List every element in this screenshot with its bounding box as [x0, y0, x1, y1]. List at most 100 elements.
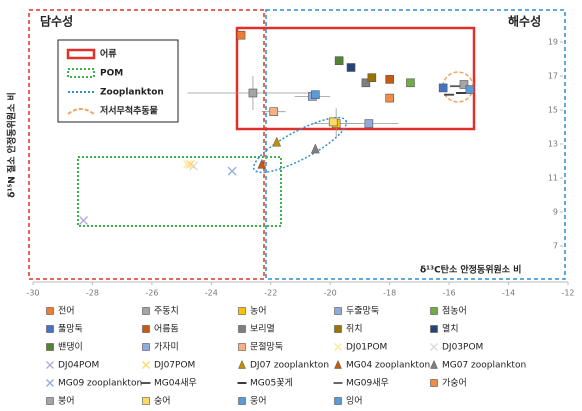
group-legend: 어류 POM Zooplankton 저서무척추동물 [57, 39, 179, 123]
marker-shape [238, 397, 246, 405]
legend-label: 밴댕이 [58, 342, 83, 353]
legend-marker [430, 343, 438, 351]
marker-shape [79, 216, 88, 225]
x-tick-label: -20 [324, 289, 337, 298]
marker-shape [346, 63, 356, 72]
marker-shape [430, 359, 438, 369]
legend-label: MG07 zooplankton [442, 361, 526, 371]
point [269, 107, 279, 116]
x-tick-label: -14 [502, 289, 515, 298]
marker-shape [238, 343, 246, 351]
legend-marker [46, 397, 54, 405]
point [189, 161, 198, 171]
marker-shape [238, 307, 246, 315]
legend-marker [238, 343, 246, 351]
point [385, 93, 394, 103]
marker-shape [334, 359, 342, 369]
marine-region [265, 9, 566, 280]
legend-marker [430, 379, 438, 387]
marker-shape [385, 75, 394, 84]
marker-shape [334, 343, 342, 351]
y-tick-label: 13 [548, 140, 558, 149]
legend-label: 농어 [250, 306, 267, 317]
legend-marker [334, 343, 342, 351]
point [257, 158, 267, 169]
marker-shape [269, 107, 279, 116]
y-tick-label: 19 [548, 38, 558, 47]
legend-label: 전어 [58, 306, 75, 317]
y-tick-label: 9 [553, 208, 558, 217]
pom-region [77, 156, 282, 227]
point [465, 85, 475, 94]
legend-label: DJ04POM [58, 361, 99, 371]
marker-shape [248, 88, 258, 98]
legend-label: 잉어 [346, 395, 363, 407]
x-tick-label: -26 [145, 289, 158, 298]
marker-shape [46, 343, 54, 351]
y-tick-label: 17 [548, 72, 558, 81]
point [438, 83, 448, 93]
legend-label: 보리멸 [250, 324, 275, 335]
marker-shape [364, 119, 374, 128]
x-tick-label: -22 [264, 289, 277, 298]
group-legend-label: POM [100, 69, 123, 79]
marker-shape [227, 166, 237, 176]
legend-label: DJ07POM [154, 361, 195, 371]
point [311, 90, 320, 99]
point [183, 159, 193, 169]
point [334, 56, 344, 66]
marker-shape [142, 307, 150, 315]
legend-label: MG09 zooplankton [58, 379, 142, 389]
marker-shape [430, 379, 438, 387]
zooplankton-region [252, 116, 348, 174]
legend-marker [238, 307, 246, 315]
legend-label: 풀망둑 [58, 324, 83, 335]
point [406, 78, 415, 88]
annotation: 해수성 [508, 15, 541, 29]
x-tick-label: -18 [383, 289, 396, 298]
legend-label: DJ01POM [346, 343, 387, 353]
x-tick-label: -28 [86, 289, 99, 298]
marker-shape [142, 343, 150, 351]
marker-shape [46, 307, 54, 315]
legend-label: MG05꽃게 [250, 378, 293, 389]
point [364, 119, 374, 128]
marker-shape [334, 325, 342, 333]
legend-marker [430, 359, 438, 369]
legend-marker [430, 307, 438, 315]
marker-shape [430, 307, 438, 315]
marker-shape [361, 78, 371, 88]
marker-shape [186, 159, 195, 169]
legend-label: 숭어 [154, 396, 171, 407]
point [310, 143, 320, 154]
legend-marker [334, 325, 342, 333]
legend-marker [238, 397, 246, 405]
marker-shape [334, 397, 342, 405]
marker-shape [430, 325, 438, 333]
legend-marker [334, 397, 342, 405]
marker-shape [385, 93, 394, 103]
point [459, 80, 469, 89]
x-tick-label: -30 [26, 289, 39, 298]
group-legend-label: 어류 [100, 48, 117, 60]
legend-label: MG09새우 [346, 378, 389, 389]
legend-label: 쥐치 [346, 323, 363, 335]
legend-marker [334, 359, 342, 369]
point [272, 136, 282, 147]
marker-shape [406, 78, 415, 88]
point [79, 216, 88, 225]
legend-marker [238, 325, 246, 333]
point [346, 63, 356, 72]
point [186, 159, 195, 169]
group-legend-label: 저서무척추동물 [100, 105, 158, 117]
y-tick-label: 11 [548, 174, 558, 183]
marker-shape [334, 56, 344, 66]
legend-label: DJ07 zooplankton [250, 361, 329, 371]
x-tick-label: -24 [205, 289, 218, 298]
legend-marker [142, 343, 150, 351]
legend-marker [142, 325, 150, 333]
legend-marker [46, 343, 54, 351]
marker-shape [46, 325, 54, 333]
marker-shape [46, 361, 54, 369]
legend-label: 붕어 [58, 396, 75, 407]
